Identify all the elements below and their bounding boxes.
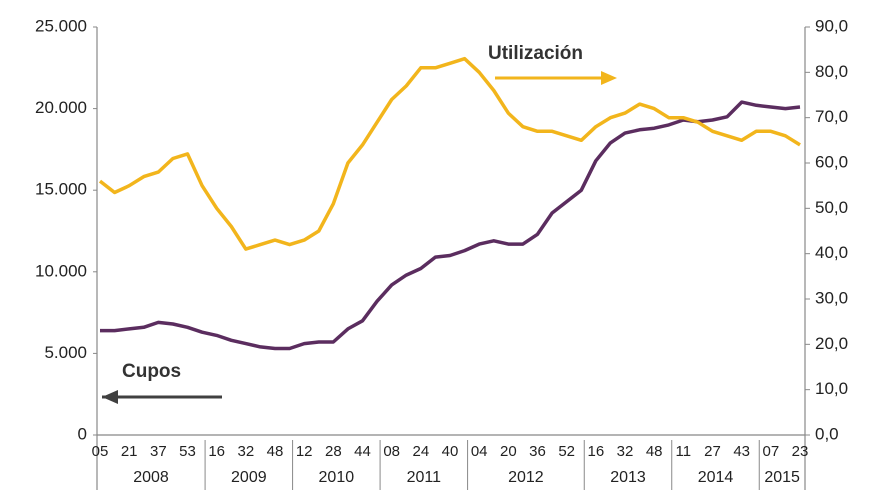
y2-tick-label: 60,0 [815, 152, 848, 171]
x-tick-label: 37 [150, 443, 167, 460]
y2-tick-label: 10,0 [815, 379, 848, 398]
x-tick-label: 08 [383, 443, 400, 460]
x-tick-label: 16 [587, 443, 604, 460]
year-label: 2014 [698, 469, 734, 486]
utilizacion-annotation: Utilización [488, 43, 583, 64]
year-label: 2010 [319, 469, 355, 486]
year-label: 2015 [764, 469, 800, 486]
series-line [98, 56, 801, 251]
y-tick-label: 5.000 [44, 343, 87, 362]
year-label: 2008 [133, 469, 169, 486]
y-tick-label: 0 [78, 424, 87, 443]
x-tick-label: 32 [237, 443, 254, 460]
x-tick-label: 20 [500, 443, 517, 460]
x-tick-label: 44 [354, 443, 371, 460]
x-tick-label: 48 [646, 443, 663, 460]
year-label: 2011 [407, 469, 442, 486]
year-label: 2009 [231, 469, 267, 486]
y2-tick-label: 80,0 [815, 62, 848, 81]
y2-tick-label: 90,0 [815, 16, 848, 35]
x-tick-label: 05 [92, 443, 109, 460]
x-tick-label: 21 [121, 443, 138, 460]
x-tick-label: 43 [733, 443, 750, 460]
year-label: 2012 [508, 469, 544, 486]
y2-tick-label: 20,0 [815, 334, 848, 353]
series-line [100, 100, 801, 351]
x-tick-label: 28 [325, 443, 342, 460]
x-tick-label: 24 [412, 443, 429, 460]
x-tick-label: 40 [442, 443, 459, 460]
x-tick-label: 52 [558, 443, 575, 460]
x-tick-label: 16 [208, 443, 225, 460]
cupos-arrow-head [102, 390, 118, 404]
y2-tick-label: 70,0 [815, 107, 848, 126]
y-tick-label: 20.000 [35, 98, 87, 117]
y-tick-label: 15.000 [35, 180, 87, 199]
x-tick-label: 23 [792, 443, 809, 460]
x-tick-label: 48 [267, 443, 284, 460]
x-tick-label: 32 [617, 443, 634, 460]
x-tick-label: 27 [704, 443, 721, 460]
utilizacion-arrow-head [601, 71, 617, 85]
x-tick-label: 12 [296, 443, 313, 460]
x-tick-label: 53 [179, 443, 196, 460]
y2-tick-label: 50,0 [815, 198, 848, 217]
year-label: 2013 [610, 469, 646, 486]
cupos-annotation: Cupos [122, 361, 181, 382]
x-tick-label: 07 [762, 443, 779, 460]
x-tick-label: 36 [529, 443, 546, 460]
x-tick-label: 11 [676, 443, 692, 460]
y-tick-label: 25.000 [35, 16, 87, 35]
y2-tick-label: 40,0 [815, 243, 848, 262]
y2-tick-label: 30,0 [815, 288, 848, 307]
y2-tick-label: 0,0 [815, 424, 839, 443]
y-tick-label: 10.000 [35, 261, 87, 280]
x-tick-label: 04 [471, 443, 488, 460]
